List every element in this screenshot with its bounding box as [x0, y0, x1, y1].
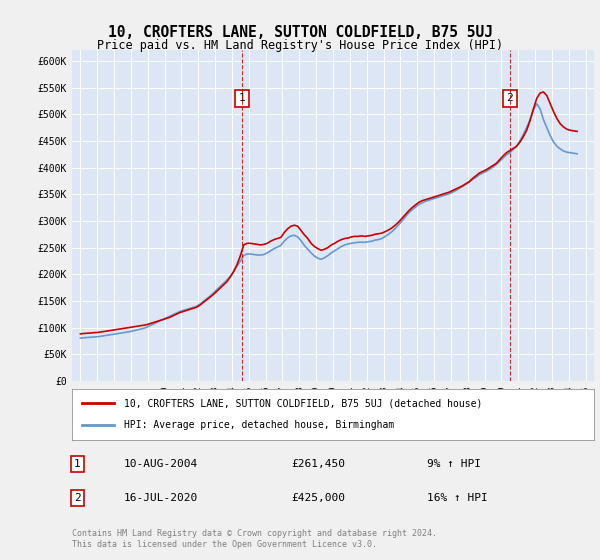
- Text: 2: 2: [74, 493, 80, 503]
- Text: HPI: Average price, detached house, Birmingham: HPI: Average price, detached house, Birm…: [124, 421, 394, 431]
- Text: 2: 2: [506, 94, 513, 104]
- Text: 16% ↑ HPI: 16% ↑ HPI: [427, 493, 488, 503]
- Text: £261,450: £261,450: [291, 459, 345, 469]
- Text: Price paid vs. HM Land Registry's House Price Index (HPI): Price paid vs. HM Land Registry's House …: [97, 39, 503, 52]
- Text: 1: 1: [239, 94, 245, 104]
- Text: 16-JUL-2020: 16-JUL-2020: [124, 493, 199, 503]
- Text: 10, CROFTERS LANE, SUTTON COLDFIELD, B75 5UJ (detached house): 10, CROFTERS LANE, SUTTON COLDFIELD, B75…: [124, 398, 482, 408]
- Text: 9% ↑ HPI: 9% ↑ HPI: [427, 459, 481, 469]
- Text: 1: 1: [74, 459, 80, 469]
- Text: 10, CROFTERS LANE, SUTTON COLDFIELD, B75 5UJ: 10, CROFTERS LANE, SUTTON COLDFIELD, B75…: [107, 25, 493, 40]
- Text: £425,000: £425,000: [291, 493, 345, 503]
- Text: 10-AUG-2004: 10-AUG-2004: [124, 459, 199, 469]
- Text: Contains HM Land Registry data © Crown copyright and database right 2024.
This d: Contains HM Land Registry data © Crown c…: [72, 529, 437, 549]
